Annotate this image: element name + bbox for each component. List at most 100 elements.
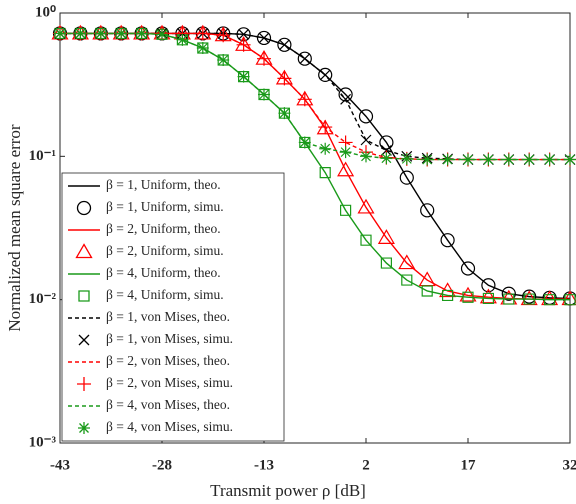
data-marker	[358, 109, 374, 124]
x-tick-label: -43	[50, 457, 70, 473]
data-marker	[238, 70, 250, 83]
data-marker	[482, 292, 494, 305]
data-marker	[277, 71, 292, 86]
data-marker	[197, 42, 209, 54]
legend-swatch	[78, 422, 90, 434]
series-line	[60, 32, 570, 161]
data-marker	[318, 67, 333, 82]
legend-label: β = 4, Uniform, theo.	[106, 265, 221, 280]
data-marker	[236, 27, 251, 42]
data-marker	[462, 153, 474, 166]
y-tick-label: 10⁰	[35, 4, 56, 20]
data-marker	[54, 27, 66, 40]
data-marker	[380, 257, 392, 269]
legend-label: β = 4, Uniform, simu.	[106, 287, 224, 302]
data-marker	[298, 136, 311, 149]
data-marker	[297, 92, 312, 107]
data-marker	[237, 70, 250, 83]
data-marker	[217, 53, 230, 66]
legend-label: β = 1, von Mises, simu.	[106, 331, 233, 346]
data-marker	[482, 153, 495, 166]
x-tick-label: -13	[254, 457, 274, 473]
data-marker	[238, 28, 250, 40]
y-tick-label: 10⁻³	[29, 434, 57, 450]
x-tick-label: 32	[563, 457, 576, 473]
data-marker	[236, 37, 251, 52]
data-marker	[401, 274, 413, 286]
data-marker	[441, 153, 454, 166]
data-marker	[522, 289, 537, 304]
data-marker	[338, 87, 353, 102]
legend-swatch	[75, 243, 93, 259]
data-marker	[460, 261, 476, 276]
data-marker	[156, 28, 168, 40]
data-marker	[195, 26, 210, 41]
data-marker	[562, 291, 576, 306]
legend-label: β = 2, Uniform, theo.	[106, 221, 221, 236]
data-marker	[340, 204, 352, 216]
series-line	[60, 32, 570, 161]
series-line	[60, 32, 570, 161]
legend-label: β = 1, Uniform, simu.	[106, 199, 224, 214]
data-marker	[357, 198, 375, 214]
data-marker	[258, 88, 270, 101]
data-marker	[256, 30, 272, 46]
data-marker	[319, 142, 332, 155]
data-marker	[196, 41, 209, 54]
legend: β = 1, Uniform, theo. β = 1, Uniform, sim…	[61, 172, 285, 442]
data-marker	[297, 51, 312, 66]
x-tick-label: 17	[461, 457, 477, 473]
data-marker	[156, 28, 168, 41]
data-marker	[564, 294, 576, 306]
legend-swatch	[77, 377, 91, 391]
data-marker	[523, 153, 536, 166]
data-marker	[277, 37, 292, 52]
data-marker	[258, 88, 270, 101]
data-marker	[299, 136, 311, 149]
data-marker	[523, 293, 535, 305]
y-tick-label: 10⁻¹	[29, 148, 56, 164]
plot-frame	[59, 12, 571, 444]
data-marker	[398, 254, 416, 270]
y-tick-label: 10⁻²	[29, 291, 57, 307]
data-marker	[278, 39, 290, 51]
data-marker	[176, 33, 189, 46]
y-axis-label: Normalized mean square error	[5, 124, 24, 332]
legend-swatch	[76, 200, 92, 216]
data-marker	[442, 289, 454, 302]
data-marker	[380, 144, 392, 156]
data-marker	[503, 293, 515, 305]
data-marker	[258, 32, 270, 44]
x-tick-label: 2	[362, 457, 370, 473]
x-tick-label: -28	[152, 457, 172, 473]
data-marker	[299, 53, 311, 65]
legend-label: β = 4, von Mises, theo.	[106, 397, 230, 412]
data-marker	[420, 203, 435, 218]
data-marker	[319, 69, 331, 81]
data-marker	[217, 54, 229, 66]
data-marker	[360, 234, 372, 246]
legend-label: β = 2, von Mises, theo.	[106, 353, 230, 368]
data-marker	[360, 150, 372, 163]
data-marker	[459, 286, 477, 302]
data-marker	[380, 152, 393, 165]
x-axis-label: Transmit power ρ [dB]	[210, 481, 366, 500]
data-marker	[421, 285, 433, 297]
legend-label: β = 1, Uniform, theo.	[106, 177, 221, 192]
data-marker	[135, 27, 148, 40]
data-marker	[74, 27, 87, 40]
data-marker	[319, 167, 331, 179]
data-marker	[481, 278, 496, 293]
data-marker	[278, 107, 290, 119]
legend-swatch	[78, 334, 90, 346]
data-marker	[94, 27, 107, 40]
legend-label: β = 2, Uniform, simu.	[106, 243, 224, 258]
data-marker	[115, 27, 128, 40]
data-marker	[543, 153, 556, 166]
data-marker	[564, 153, 576, 166]
data-marker	[278, 107, 291, 120]
legend-label: β = 4, von Mises, simu.	[106, 419, 233, 434]
data-marker	[340, 93, 352, 105]
data-marker	[479, 288, 497, 304]
